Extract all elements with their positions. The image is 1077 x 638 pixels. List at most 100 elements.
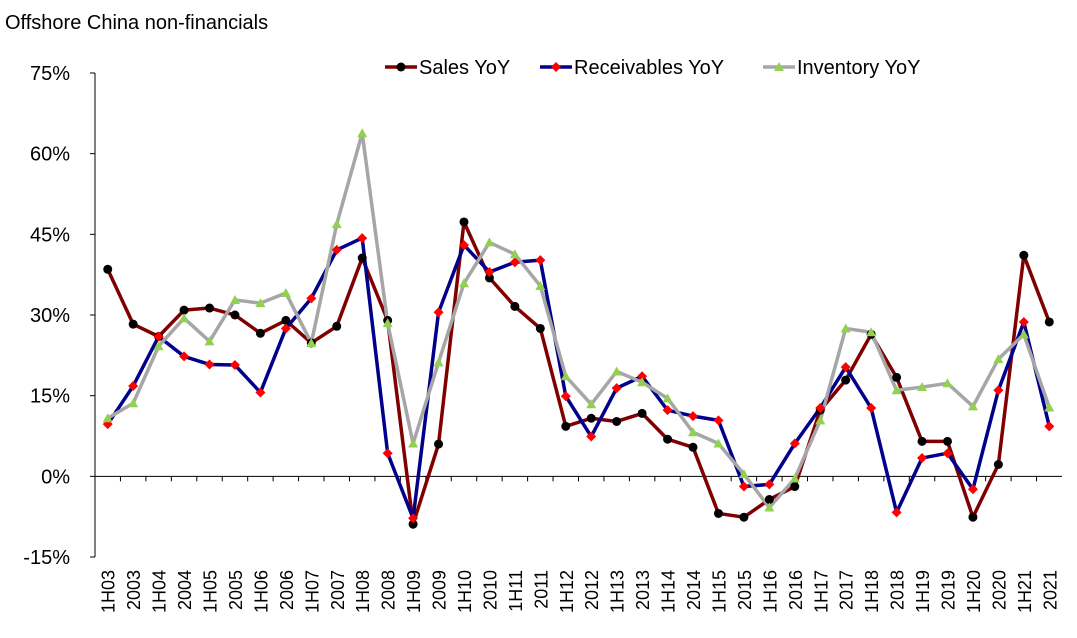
data-point (408, 519, 418, 529)
data-point (688, 411, 699, 422)
data-point (332, 321, 342, 331)
data-point (611, 383, 622, 394)
data-point (357, 128, 368, 138)
data-point (458, 240, 469, 251)
data-point (128, 319, 138, 329)
data-point (942, 436, 952, 446)
x-tick-label: 2007 (328, 570, 348, 610)
data-point (1044, 421, 1055, 432)
x-tick-label: 2004 (175, 570, 195, 610)
data-point (382, 448, 393, 459)
data-point (510, 301, 520, 311)
data-point (229, 360, 240, 371)
data-point (866, 403, 877, 414)
x-tick-label: 1H16 (760, 570, 780, 613)
x-tick-label: 1H14 (659, 570, 679, 613)
data-point (484, 273, 494, 283)
data-point (204, 336, 215, 346)
data-point (1044, 317, 1054, 327)
x-tick-label: 1H20 (964, 570, 984, 613)
x-tick-label: 2008 (379, 570, 399, 610)
data-point (1018, 316, 1029, 327)
data-point (306, 337, 317, 347)
data-point (331, 219, 342, 229)
data-point (535, 280, 546, 290)
x-tick-label: 1H19 (913, 570, 933, 613)
data-point (637, 377, 648, 387)
x-tick-label: 1H10 (455, 570, 475, 613)
data-point (179, 351, 190, 362)
data-point (942, 448, 953, 459)
x-tick-label: 1H11 (506, 570, 526, 612)
data-point (280, 287, 291, 297)
data-point (205, 303, 215, 313)
data-point (892, 372, 902, 382)
data-point (662, 405, 673, 416)
x-tick-label: 2009 (430, 570, 450, 610)
data-point (561, 421, 571, 431)
x-tick-label: 2014 (684, 570, 704, 610)
data-point (331, 244, 342, 255)
data-point (434, 439, 444, 449)
y-tick-label: 45% (30, 224, 70, 246)
x-tick-label: 1H18 (862, 570, 882, 613)
data-point (739, 512, 749, 522)
data-point (560, 391, 571, 402)
data-point (612, 416, 622, 426)
data-point (967, 484, 978, 495)
x-tick-label: 1H03 (99, 570, 119, 613)
x-tick-label: 2012 (582, 570, 602, 610)
data-point (103, 264, 113, 274)
data-point (789, 473, 800, 483)
data-point (382, 318, 393, 328)
y-tick-label: 0% (41, 466, 70, 488)
x-tick-label: 1H05 (201, 570, 221, 613)
data-point (153, 331, 164, 342)
data-point (586, 399, 597, 409)
data-point (967, 401, 978, 411)
x-tick-label: 2006 (277, 570, 297, 610)
x-tick-label: 1H12 (557, 570, 577, 613)
data-point (128, 398, 139, 408)
legend-label: Receivables YoY (574, 57, 724, 79)
data-point (204, 359, 215, 370)
data-point (306, 293, 317, 304)
x-tick-label: 1H17 (811, 570, 831, 613)
data-point (1044, 402, 1055, 412)
x-tick-label: 2005 (226, 570, 246, 610)
data-point (586, 413, 596, 423)
data-point (433, 307, 444, 318)
data-point (459, 217, 469, 227)
data-point (1019, 250, 1029, 260)
data-point (255, 328, 265, 338)
data-point (408, 513, 419, 524)
data-point (560, 371, 571, 381)
data-point (917, 382, 928, 392)
data-point (637, 408, 647, 418)
series-line (106, 131, 1051, 510)
data-point (255, 387, 266, 398)
data-point (840, 362, 851, 373)
data-point (281, 315, 291, 325)
data-point (484, 237, 495, 247)
y-tick-label: 15% (30, 386, 70, 408)
x-tick-label: 1H15 (709, 570, 729, 613)
x-tick-label: 1H06 (251, 570, 271, 613)
data-point (484, 266, 495, 277)
data-point (458, 278, 469, 288)
data-point (611, 366, 622, 376)
data-point (917, 453, 928, 464)
data-point (764, 494, 774, 504)
data-point (230, 310, 240, 320)
data-point (789, 438, 800, 449)
data-point (993, 354, 1004, 364)
data-point (637, 371, 648, 382)
legend-marker (551, 62, 561, 72)
x-tick-label: 2016 (786, 570, 806, 610)
data-point (891, 385, 902, 395)
x-tick-label: 2013 (633, 570, 653, 610)
data-point (535, 323, 545, 333)
data-point (179, 305, 189, 315)
data-point (713, 438, 724, 448)
data-point (663, 434, 673, 444)
